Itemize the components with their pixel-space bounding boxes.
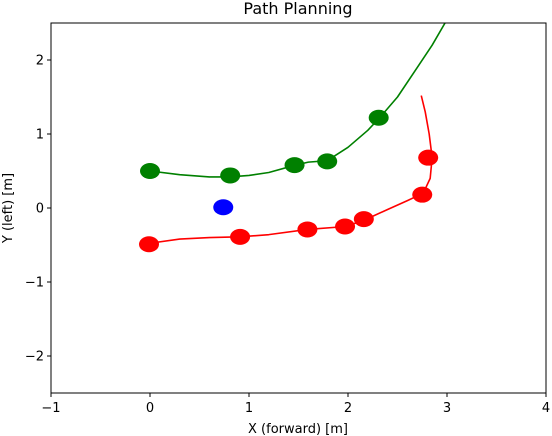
- axes-frame: [50, 22, 547, 394]
- series-line-2: [147, 95, 433, 245]
- x-tick-label: 0: [146, 401, 154, 416]
- x-tick-label: 2: [344, 401, 352, 416]
- y-tick-label: 0: [36, 202, 44, 217]
- x-tick-label: 1: [245, 401, 253, 416]
- data-point-3-4: [353, 211, 374, 228]
- x-tick-label: −1: [41, 401, 60, 416]
- y-tick-label: −2: [25, 350, 44, 365]
- chart-title: Path Planning: [243, 0, 352, 18]
- data-point-1-1: [220, 167, 241, 184]
- data-point-4-0: [213, 199, 234, 216]
- data-point-1-0: [140, 163, 160, 179]
- series-line-0: [149, 23, 446, 178]
- x-tick-label: 3: [443, 401, 451, 416]
- data-point-3-5: [412, 186, 433, 203]
- data-point-1-3: [317, 153, 338, 170]
- axis-ticks: −1 0 1 2 3 4 −2 −1 0 1 2: [25, 54, 550, 417]
- x-axis-label: X (forward) [m]: [248, 422, 348, 436]
- y-tick-label: 2: [36, 54, 44, 69]
- data-point-3-6: [418, 149, 439, 166]
- data-point-3-2: [297, 221, 318, 238]
- y-tick-label: 1: [36, 128, 44, 143]
- data-point-1-4: [368, 109, 389, 126]
- x-tick-label: 4: [542, 401, 550, 416]
- data-point-1-2: [284, 157, 305, 174]
- y-tick-label: −1: [25, 276, 44, 291]
- plot-area: [139, 23, 446, 253]
- y-axis-label: Y (left) [m]: [1, 173, 16, 244]
- data-point-3-0: [139, 236, 160, 253]
- data-point-3-1: [230, 228, 251, 245]
- data-point-3-3: [335, 218, 356, 235]
